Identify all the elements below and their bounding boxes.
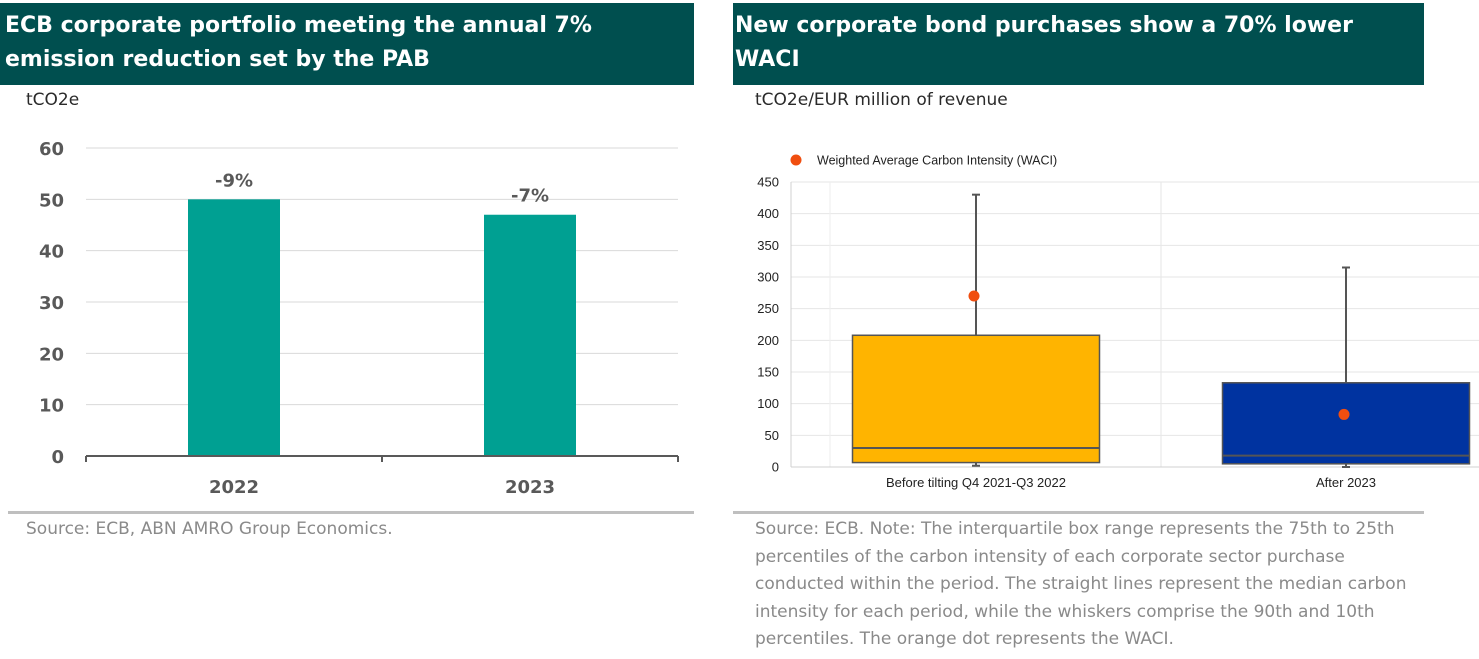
right-unit-label: tCO2e/EUR million of revenue [755, 90, 1008, 110]
right-divider [733, 511, 1424, 514]
left-divider [8, 511, 694, 514]
left-unit-label: tCO2e [26, 90, 80, 110]
left-panel: ECB corporate portfolio meeting the annu… [0, 0, 697, 659]
y-tick-label: 60 [39, 139, 64, 160]
y-tick-label: 40 [39, 242, 64, 263]
y-tick-label: 400 [757, 206, 779, 221]
y-tick-label: 350 [757, 238, 779, 253]
y-tick-label: 30 [39, 293, 64, 314]
bar [484, 214, 576, 456]
data-label: -7% [511, 186, 549, 207]
x-tick-label: 2023 [505, 477, 555, 498]
iqr-box [851, 334, 1101, 464]
y-tick-label: 0 [51, 447, 64, 468]
right-source: Source: ECB. Note: The interquartile box… [755, 519, 1407, 649]
right-panel: New corporate bond purchases show a 70% … [733, 0, 1479, 659]
iqr-box [1221, 382, 1471, 465]
box-chart: 0 50 100 150 200 250 300 350 400 450 Weighted Aver… [757, 154, 1479, 490]
left-source: Source: ECB, ABN AMRO Group Economics. [26, 519, 393, 539]
bar [188, 199, 280, 457]
waci-dot [968, 290, 980, 302]
x-tick-label: Before tilting Q4 2021-Q3 2022 [886, 475, 1066, 490]
y-tick-label: 200 [757, 333, 779, 348]
y-tick-label: 300 [757, 270, 779, 285]
y-tick-label: 50 [39, 190, 64, 211]
legend-label: Weighted Average Carbon Intensity (WACI) [817, 154, 1057, 168]
y-tick-label: 50 [765, 428, 779, 443]
y-tick-label: 20 [39, 344, 64, 365]
y-tick-label: 0 [772, 460, 779, 475]
data-label: -9% [215, 170, 253, 191]
left-chart-title: ECB corporate portfolio meeting the annu… [0, 3, 694, 85]
y-tick-label: 10 [39, 396, 64, 417]
x-tick-label: After 2023 [1316, 475, 1376, 490]
y-tick-label: 100 [757, 396, 779, 411]
x-tick-label: 2022 [209, 477, 259, 498]
y-tick-label: 250 [757, 301, 779, 316]
bar-chart: 0 10 20 30 40 50 60 -9% 2022 -7% 2023 [39, 139, 679, 498]
right-chart-title: New corporate bond purchases show a 70% … [733, 3, 1424, 85]
y-tick-label: 150 [757, 365, 779, 380]
y-tick-label: 450 [757, 175, 779, 190]
legend-marker [790, 154, 802, 166]
waci-dot [1338, 408, 1350, 420]
